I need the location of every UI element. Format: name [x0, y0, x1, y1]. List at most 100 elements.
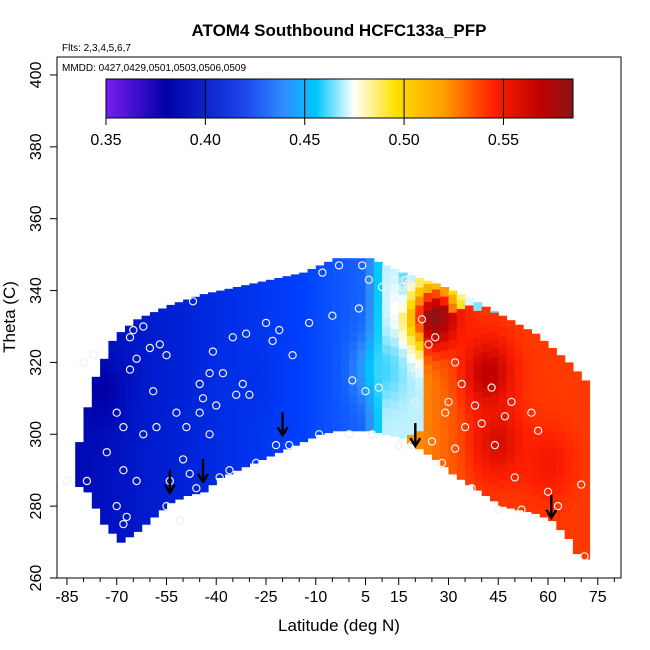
sample-point — [507, 397, 516, 407]
heatmap-cell — [208, 304, 217, 315]
heatmap-cell — [456, 308, 466, 319]
heatmap-cell — [415, 412, 425, 423]
heatmap-cell — [199, 303, 209, 313]
heatmap-cell — [349, 358, 358, 369]
heatmap-cell — [514, 348, 524, 358]
heatmap-cell — [332, 278, 342, 288]
heatmap-cell — [357, 403, 367, 414]
heatmap-cell — [166, 367, 176, 378]
heatmap-cell — [108, 389, 118, 399]
sample-point — [139, 322, 148, 331]
heatmap-cell — [498, 380, 508, 390]
heatmap-cell — [174, 436, 184, 446]
heatmap-cell — [349, 376, 358, 387]
heatmap-cell — [274, 398, 284, 408]
heatmap-cell — [539, 382, 549, 392]
heatmap-cell — [183, 351, 192, 362]
sample-point — [119, 519, 128, 529]
heatmap-cell — [191, 475, 201, 486]
heatmap-cell — [274, 278, 284, 283]
heatmap-cell — [282, 304, 292, 315]
heatmap-cell — [290, 319, 300, 329]
heatmap-cell — [514, 410, 524, 421]
heatmap-cell — [141, 434, 151, 444]
heatmap-cell — [133, 450, 143, 460]
heatmap-cell — [564, 493, 574, 504]
heatmap-cell — [415, 304, 425, 315]
sample-point — [195, 379, 204, 389]
heatmap-cell — [514, 366, 524, 376]
heatmap-cell — [357, 322, 367, 333]
heatmap-cell — [523, 502, 532, 513]
heatmap-cell — [199, 348, 209, 358]
heatmap-cell — [556, 511, 566, 522]
heatmap-cell — [141, 317, 151, 328]
heatmap-cell — [83, 410, 93, 421]
heatmap-cell — [572, 544, 582, 555]
heatmap-cell — [208, 313, 217, 324]
heatmap-cell — [423, 283, 433, 293]
heatmap-cell — [506, 409, 516, 419]
heatmap-cell — [315, 362, 325, 372]
heatmap-cell — [299, 315, 309, 326]
heatmap-cell — [257, 387, 267, 398]
sample-point — [119, 466, 128, 475]
heatmap-cell — [125, 357, 134, 367]
heatmap-cell — [373, 288, 383, 299]
heatmap-cell — [431, 369, 441, 380]
sample-point — [510, 473, 519, 482]
heatmap-cell — [465, 313, 474, 324]
heatmap-cell — [365, 258, 375, 261]
heatmap-cell — [539, 355, 549, 365]
heatmap-cell — [382, 371, 391, 381]
heatmap-cell — [373, 261, 383, 272]
heatmap-cell — [108, 344, 118, 354]
heatmap-cell — [473, 481, 483, 491]
heatmap-cell — [556, 421, 566, 432]
heatmap-cell — [91, 418, 101, 428]
heatmap-cell — [141, 353, 151, 363]
sample-point — [553, 501, 563, 511]
heatmap-cell — [332, 322, 342, 333]
heatmap-cell — [415, 421, 425, 432]
heatmap-cell — [158, 339, 168, 349]
heatmap-cell — [324, 360, 333, 371]
heatmap-cell — [490, 491, 499, 502]
heatmap-cell — [398, 312, 408, 322]
heatmap-cell — [365, 287, 375, 297]
heatmap-cell — [315, 281, 325, 292]
sample-point — [231, 390, 241, 399]
heatmap-cell — [224, 437, 234, 448]
heatmap-cell — [324, 423, 333, 434]
heatmap-cell — [349, 367, 358, 378]
heatmap-cell — [448, 393, 458, 403]
heatmap-cell — [572, 427, 582, 438]
sample-point — [460, 422, 470, 432]
heatmap-cell — [149, 481, 159, 491]
heatmap-cell — [465, 421, 474, 432]
heatmap-cell — [357, 304, 367, 315]
heatmap-cell — [100, 506, 109, 516]
heatmap-cell — [232, 353, 242, 363]
heatmap-cell — [282, 349, 292, 360]
heatmap-cell — [249, 364, 259, 374]
heatmap-cell — [91, 472, 101, 482]
heatmap-cell — [199, 321, 209, 331]
heatmap-cell — [191, 385, 201, 396]
heatmap-cell — [249, 436, 259, 446]
heatmap-cell — [382, 353, 391, 363]
sample-point — [517, 505, 526, 514]
sample-point — [192, 484, 201, 493]
heatmap-cell — [415, 278, 425, 288]
heatmap-cell — [216, 315, 226, 326]
heatmap-cell — [539, 409, 549, 419]
heatmap-cell — [548, 475, 557, 486]
heatmap-cell — [373, 369, 383, 380]
heatmap-cell — [423, 382, 433, 392]
heatmap-cell — [523, 421, 532, 432]
heatmap-cell — [224, 357, 234, 367]
heatmap-cell — [390, 346, 400, 356]
heatmap-cell — [531, 459, 541, 469]
heatmap-cell — [382, 272, 391, 283]
heatmap-cell — [382, 416, 391, 426]
